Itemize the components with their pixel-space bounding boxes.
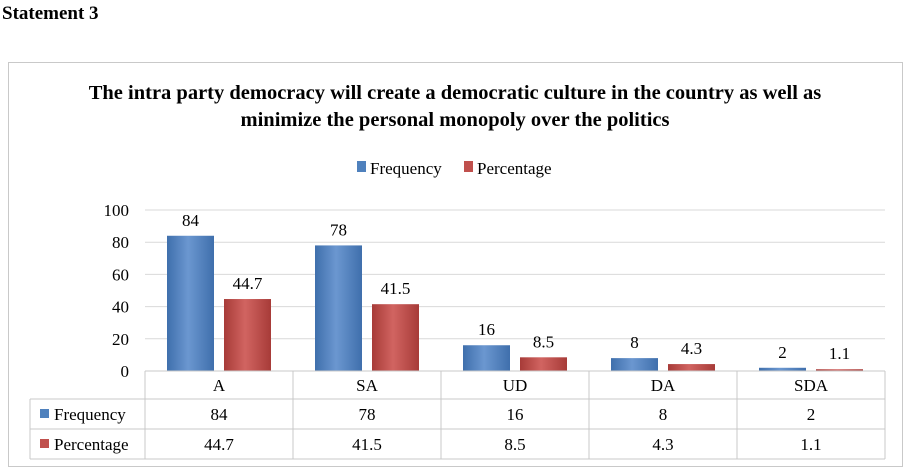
data-label-frequency-ud: 16 (478, 320, 495, 339)
data-label-percentage-a: 44.7 (233, 274, 263, 293)
y-tick-label: 60 (112, 265, 129, 284)
bar-percentage-ud (520, 357, 567, 371)
bar-frequency-da (611, 358, 658, 371)
data-label-percentage-da: 4.3 (681, 339, 702, 358)
table-legend-key-percentage (40, 439, 49, 448)
bar-frequency-ud (463, 345, 510, 371)
data-label-frequency-sda: 2 (778, 343, 787, 362)
bar-frequency-a (167, 235, 214, 371)
y-tick-label: 0 (121, 362, 130, 381)
table-cell-percentage-ud: 8.5 (504, 435, 525, 454)
data-label-percentage-ud: 8.5 (533, 332, 554, 351)
table-cell-frequency-sa: 78 (359, 405, 376, 424)
x-tick-label: SA (356, 376, 378, 395)
table-cell-frequency-a: 84 (211, 405, 229, 424)
x-tick-label: UD (503, 376, 528, 395)
y-tick-label: 20 (112, 330, 129, 349)
bar-percentage-a (224, 299, 271, 371)
legend-label-percentage: Percentage (477, 159, 552, 178)
chart-frame (8, 62, 903, 467)
x-tick-label: DA (651, 376, 676, 395)
statement-heading: Statement 3 (2, 3, 99, 24)
table-cell-percentage-sa: 41.5 (352, 435, 382, 454)
table-cell-percentage-da: 4.3 (652, 435, 673, 454)
y-tick-label: 80 (112, 233, 129, 252)
bar-frequency-sda (759, 367, 806, 371)
bar-percentage-da (668, 364, 715, 371)
x-tick-label: A (213, 376, 226, 395)
legend-swatch-frequency (357, 161, 366, 172)
bar-percentage-sda (816, 369, 863, 371)
y-tick-label: 100 (104, 201, 130, 220)
legend-label-frequency: Frequency (370, 159, 442, 178)
data-label-percentage-sda: 1.1 (829, 344, 850, 363)
data-label-percentage-sa: 41.5 (381, 279, 411, 298)
data-label-frequency-a: 84 (182, 211, 200, 230)
chart-title: The intra party democracy will create a … (88, 82, 822, 131)
table-cell-frequency-ud: 16 (507, 405, 524, 424)
legend-swatch-percentage (464, 161, 473, 172)
table-legend-key-frequency (40, 409, 49, 418)
table-row-label-frequency: Frequency (54, 405, 126, 424)
table-cell-frequency-sda: 2 (807, 405, 816, 424)
x-tick-label: SDA (794, 376, 829, 395)
table-cell-frequency-da: 8 (659, 405, 668, 424)
table-row-label-percentage: Percentage (54, 435, 129, 454)
y-tick-label: 40 (112, 298, 129, 317)
bar-percentage-sa (372, 304, 419, 371)
bar-frequency-sa (315, 245, 362, 371)
table-cell-percentage-sda: 1.1 (800, 435, 821, 454)
data-label-frequency-sa: 78 (330, 220, 347, 239)
table-cell-percentage-a: 44.7 (204, 435, 234, 454)
data-label-frequency-da: 8 (630, 333, 639, 352)
